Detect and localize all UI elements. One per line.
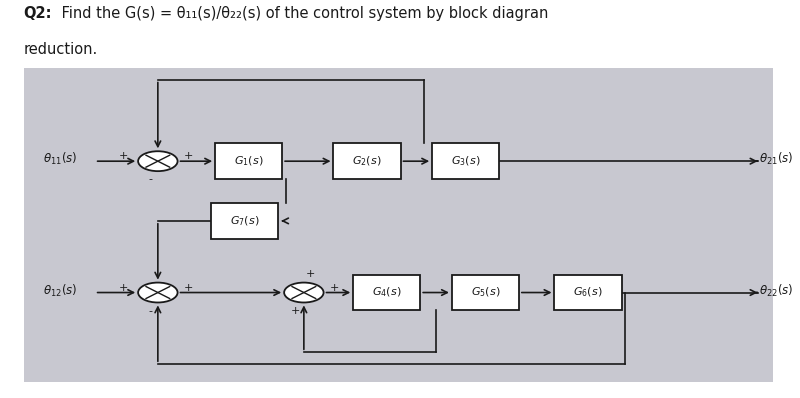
Text: $G_1(s)$: $G_1(s)$	[234, 154, 263, 168]
Text: $G_7(s)$: $G_7(s)$	[230, 214, 259, 228]
Text: $G_5(s)$: $G_5(s)$	[470, 286, 500, 299]
Bar	[432, 143, 499, 179]
Text: -: -	[148, 174, 152, 184]
Bar	[24, 68, 774, 382]
Text: -: -	[148, 306, 152, 316]
Text: $G_2(s)$: $G_2(s)$	[352, 154, 382, 168]
Text: $\theta_{12}(s)$: $\theta_{12}(s)$	[43, 283, 78, 298]
Bar	[215, 143, 282, 179]
Text: Find the G(s) = θ₁₁(s)/θ₂₂(s) of the control system by block diagran: Find the G(s) = θ₁₁(s)/θ₂₂(s) of the con…	[57, 6, 548, 21]
Text: reduction.: reduction.	[24, 42, 98, 57]
Text: +: +	[119, 151, 129, 162]
Bar	[211, 203, 278, 239]
Bar	[554, 275, 622, 310]
Text: +: +	[291, 306, 301, 316]
Bar	[334, 143, 401, 179]
Text: $\theta_{11}(s)$: $\theta_{11}(s)$	[43, 151, 78, 167]
Circle shape	[138, 151, 178, 171]
Bar	[353, 275, 420, 310]
Text: $\theta_{21}(s)$: $\theta_{21}(s)$	[759, 151, 794, 167]
Text: +: +	[119, 283, 129, 293]
Text: +: +	[184, 151, 194, 162]
Text: +: +	[306, 269, 315, 279]
Bar	[452, 275, 519, 310]
Text: +: +	[330, 283, 339, 293]
Text: +: +	[184, 283, 194, 293]
Text: $\theta_{22}(s)$: $\theta_{22}(s)$	[759, 283, 794, 298]
Text: $G_6(s)$: $G_6(s)$	[574, 286, 602, 299]
Circle shape	[138, 283, 178, 302]
Text: $G_3(s)$: $G_3(s)$	[451, 154, 480, 168]
Circle shape	[284, 283, 323, 302]
Text: Q2:: Q2:	[24, 6, 52, 21]
Text: $G_4(s)$: $G_4(s)$	[372, 286, 402, 299]
